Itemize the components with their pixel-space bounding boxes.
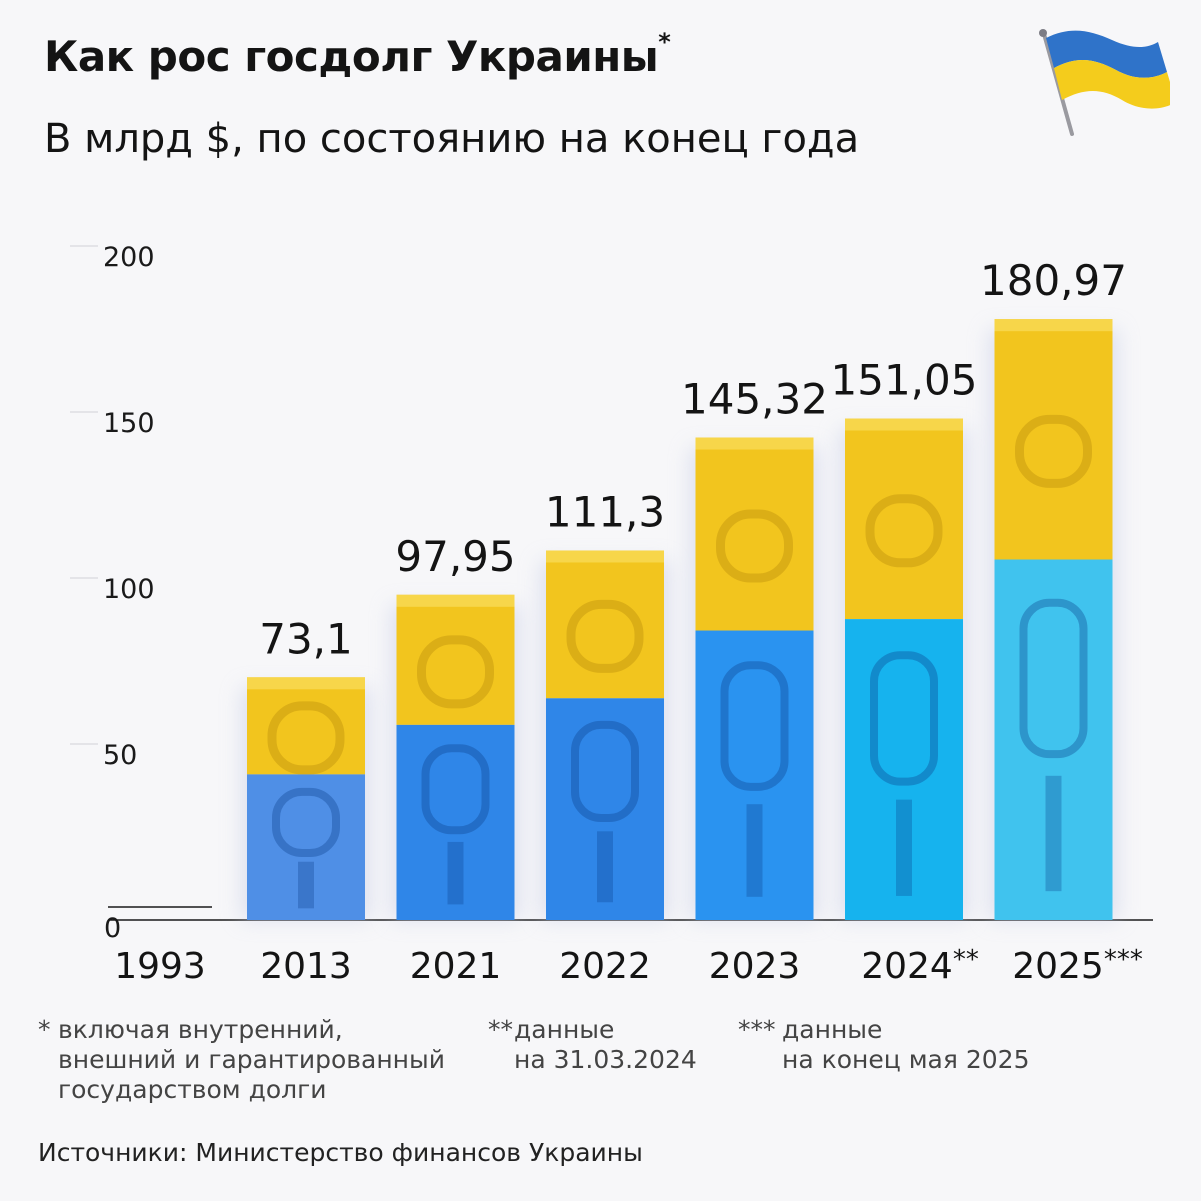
- footnote-2-mark: **: [488, 1015, 513, 1044]
- bar-value-label-2024: 151,05: [831, 356, 978, 405]
- x-tick-label-2024: 2024**: [861, 945, 979, 987]
- bar-motif-zero: [870, 651, 938, 786]
- bar-motif-zero: [272, 787, 340, 858]
- bar-2013: [241, 677, 371, 920]
- bar-2023: [689, 437, 820, 920]
- bar-yellow-segment: [546, 550, 664, 699]
- bar-yellow-segment: [695, 437, 814, 631]
- title-footnote-mark: *: [658, 28, 671, 56]
- bar-motif-one: [447, 841, 464, 905]
- y-tick-label: 150: [103, 408, 155, 439]
- bar-motif-one: [746, 804, 763, 897]
- x-tick-label-2013: 2013: [260, 946, 352, 987]
- bar-value-label-2023: 145,32: [681, 375, 828, 424]
- bar-2021: [390, 594, 521, 920]
- bar-value-label-2021: 97,95: [395, 532, 515, 581]
- page-subtitle: В млрд $, по состоянию на конец года: [44, 116, 860, 162]
- footnote-3-line-1: данные: [782, 1015, 883, 1044]
- bar-blue-segment: [546, 698, 664, 920]
- y-tick-label: 50: [103, 740, 137, 771]
- bar-blue-segment: [247, 774, 365, 920]
- bar-motif-zero: [720, 661, 789, 791]
- bar-top-highlight: [396, 594, 515, 607]
- bar-motif-one: [1045, 775, 1062, 892]
- bar-motif-ring: [1015, 414, 1092, 488]
- x-tick-label-1993: 1993: [114, 946, 206, 987]
- bar-motif-one: [597, 831, 613, 903]
- x-tick-label-2025: 2025***: [1012, 945, 1143, 987]
- bar-motif-ring: [566, 599, 644, 673]
- y-tick-label: 200: [103, 242, 155, 273]
- y-tick-label: 100: [103, 574, 155, 605]
- footnote-1: * включая внутренний, внешний и гарантир…: [38, 1015, 445, 1105]
- bar-top-highlight: [845, 418, 963, 431]
- bar-yellow-segment: [994, 319, 1113, 560]
- bar-blue-segment: [845, 619, 963, 920]
- x-tick-label-2021: 2021: [410, 946, 502, 987]
- bar-motif-one: [896, 799, 912, 896]
- bar-yellow-segment: [247, 677, 365, 775]
- bar-motif-ring: [267, 701, 345, 775]
- source-note: Источники: Министерство финансов Украины: [38, 1138, 643, 1167]
- x-tick-label-2022: 2022: [559, 946, 651, 987]
- bar-top-highlight: [994, 319, 1113, 332]
- footnote-2-line-2: на 31.03.2024: [514, 1045, 697, 1074]
- bar-motif-zero: [1019, 598, 1088, 759]
- footnote-3-mark: ***: [738, 1015, 776, 1044]
- footnote-2-line-1: данные: [514, 1015, 615, 1044]
- footnote-3: *** данные на конец мая 2025: [738, 1015, 1030, 1075]
- footnote-1-line-3: государством долги: [58, 1075, 327, 1104]
- bar-motif-one: [298, 861, 314, 909]
- footnote-1-line-2: внешний и гарантированный: [58, 1045, 446, 1074]
- footnote-3-line-2: на конец мая 2025: [782, 1045, 1030, 1074]
- x-tick-footnote-mark: ***: [1104, 945, 1143, 975]
- x-tick-label-2023: 2023: [709, 946, 801, 987]
- bar-top-highlight: [546, 550, 664, 563]
- bar-yellow-segment: [845, 418, 963, 620]
- bar-2024: [839, 418, 969, 920]
- bar-motif-ring: [417, 635, 494, 709]
- bar-top-highlight: [695, 437, 814, 450]
- bar-top-highlight: [247, 677, 365, 690]
- footnote-1-line-1: включая внутренний,: [58, 1015, 343, 1044]
- bar-blue-segment: [695, 630, 814, 920]
- page-title: Как рос госдолг Украины*: [44, 28, 671, 81]
- bar-value-label-2025: 180,97: [980, 256, 1127, 305]
- ukraine-flag-icon: [1039, 29, 1170, 136]
- y-tick-label: 0: [104, 913, 121, 944]
- bar-value-label-2013: 73,1: [259, 614, 353, 663]
- bar-value-label-2022: 111,3: [545, 487, 665, 536]
- bar-blue-segment: [396, 724, 515, 920]
- bar-2022: [540, 550, 670, 920]
- bar-motif-ring: [865, 494, 943, 568]
- x-tick-footnote-mark: **: [953, 945, 979, 975]
- bar-blue-segment: [994, 559, 1113, 920]
- bar-motif-ring: [716, 509, 793, 583]
- footnote-1-mark: *: [38, 1015, 51, 1044]
- bar-motif-zero: [571, 720, 639, 823]
- bar-2025: [988, 319, 1119, 921]
- bar-motif-zero: [421, 744, 490, 835]
- footnote-2: ** данные на 31.03.2024: [488, 1015, 697, 1075]
